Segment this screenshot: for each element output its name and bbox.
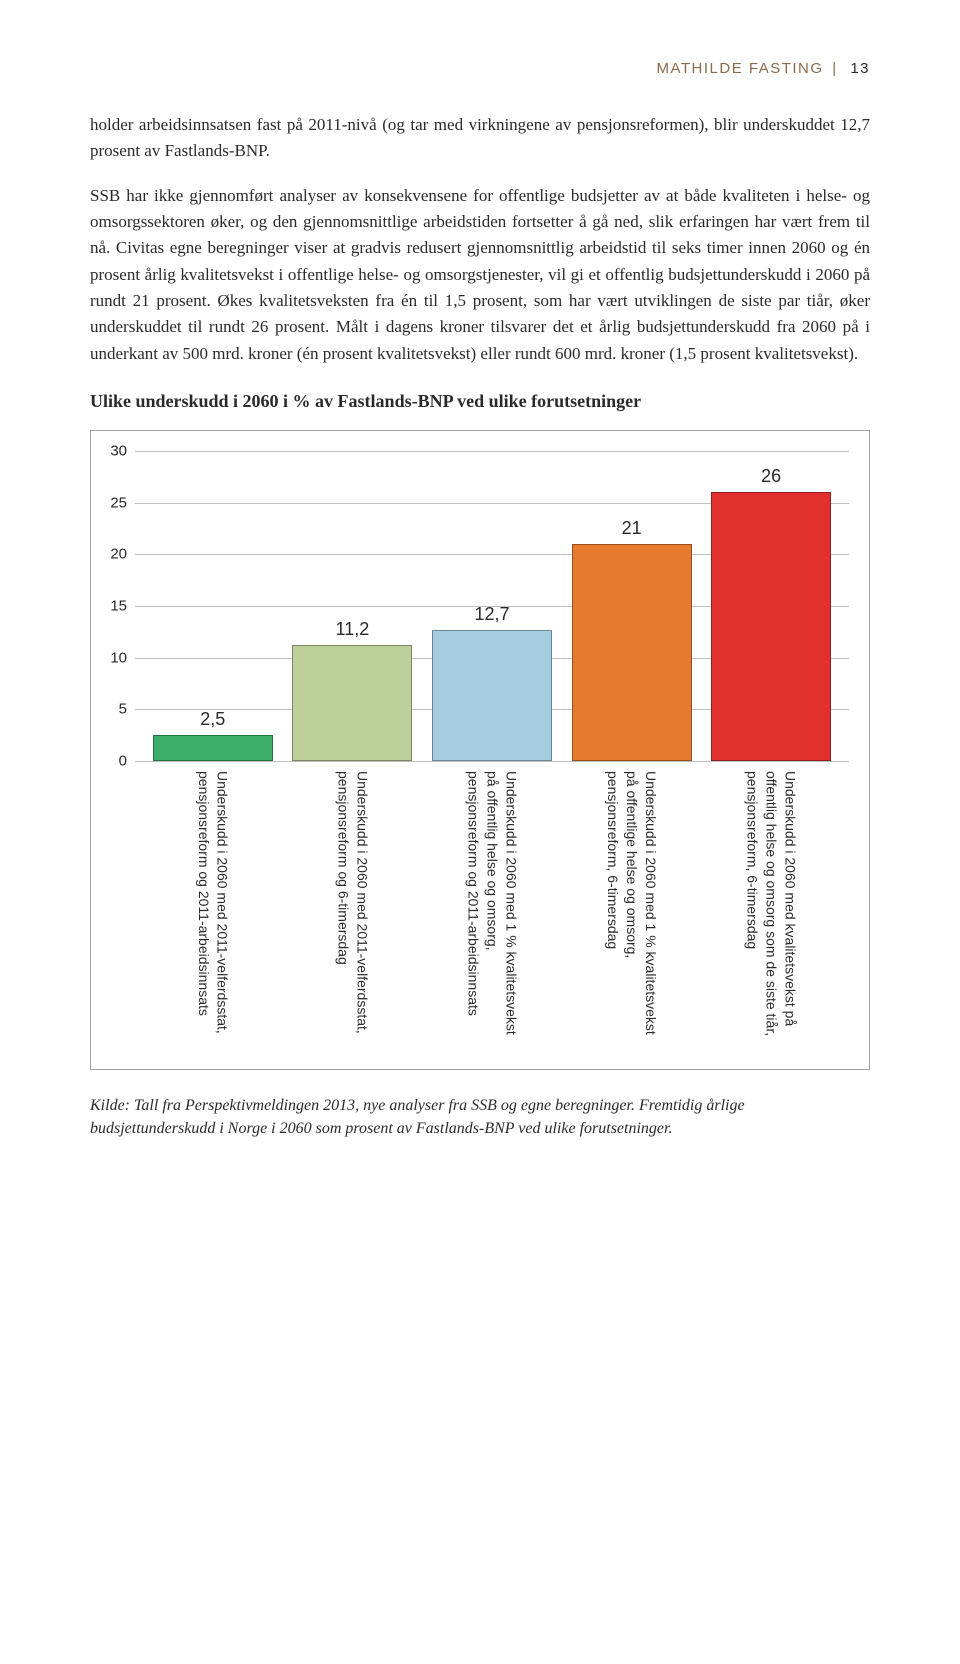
- x-axis-labels: Underskudd i 2060 med 2011-velferdsstat,…: [135, 761, 849, 1041]
- page-header: MATHILDE FASTING | 13: [90, 60, 870, 77]
- x-label-text: Underskudd i 2060 med 1 % kvalitetsvekst…: [603, 771, 660, 1041]
- y-tick: 30: [110, 443, 127, 460]
- bar: [572, 544, 692, 761]
- x-label-text: Underskudd i 2060 med kvalitetsvekst på …: [743, 771, 800, 1041]
- bar-chart: 0 5 10 15 20 25 30 2,5 11,2 12,7 21 26 Underskudd …: [90, 430, 870, 1070]
- page-number: 13: [850, 60, 870, 77]
- bar-value-label: 12,7: [474, 604, 509, 625]
- bar-value-label: 2,5: [200, 709, 225, 730]
- bar: [432, 630, 552, 761]
- x-label-text: Underskudd i 2060 med 2011-velferdsstat,…: [334, 771, 372, 1041]
- bar-value-label: 21: [622, 518, 642, 539]
- y-tick: 25: [110, 494, 127, 511]
- bar-slot: 21: [562, 451, 702, 761]
- header-divider: |: [832, 60, 837, 77]
- bar-value-label: 11,2: [336, 619, 370, 640]
- paragraph-1: holder arbeidsinnsatsen fast på 2011-niv…: [90, 112, 870, 165]
- x-label: Underskudd i 2060 med kvalitetsvekst på …: [701, 771, 841, 1041]
- bar-slot: 2,5: [143, 451, 283, 761]
- paragraph-2: SSB har ikke gjennomført analyser av kon…: [90, 183, 870, 367]
- bars-group: 2,5 11,2 12,7 21 26: [135, 451, 849, 761]
- x-label-text: Underskudd i 2060 med 1 % kvalitetsvekst…: [464, 771, 521, 1041]
- x-label: Underskudd i 2060 med 1 % kvalitetsvekst…: [422, 771, 562, 1041]
- chart-plot-area: 051015202530 2,511,212,72126: [135, 451, 849, 761]
- x-label: Underskudd i 2060 med 2011-velferdsstat,…: [143, 771, 283, 1041]
- bar-slot: 26: [701, 451, 841, 761]
- y-axis: 051015202530: [105, 451, 131, 761]
- bar: [153, 735, 273, 761]
- bar: [292, 645, 412, 761]
- x-label: Underskudd i 2060 med 1 % kvalitetsvekst…: [562, 771, 702, 1041]
- bar-slot: 11,2: [283, 451, 423, 761]
- y-tick: 20: [110, 546, 127, 563]
- bar-slot: 12,7: [422, 451, 562, 761]
- y-tick: 10: [110, 649, 127, 666]
- y-tick: 15: [110, 598, 127, 615]
- bar-value-label: 26: [761, 466, 781, 487]
- x-label-text: Underskudd i 2060 med 2011-velferdsstat,…: [194, 771, 232, 1041]
- author-name: MATHILDE FASTING: [656, 60, 823, 77]
- bar: [711, 492, 831, 761]
- x-label: Underskudd i 2060 med 2011-velferdsstat,…: [283, 771, 423, 1041]
- y-tick: 0: [119, 753, 127, 770]
- chart-title: Ulike underskudd i 2060 i % av Fastlands…: [90, 391, 870, 412]
- gridline: [135, 761, 849, 762]
- chart-caption: Kilde: Tall fra Perspektivmeldingen 2013…: [90, 1094, 870, 1140]
- y-tick: 5: [119, 701, 127, 718]
